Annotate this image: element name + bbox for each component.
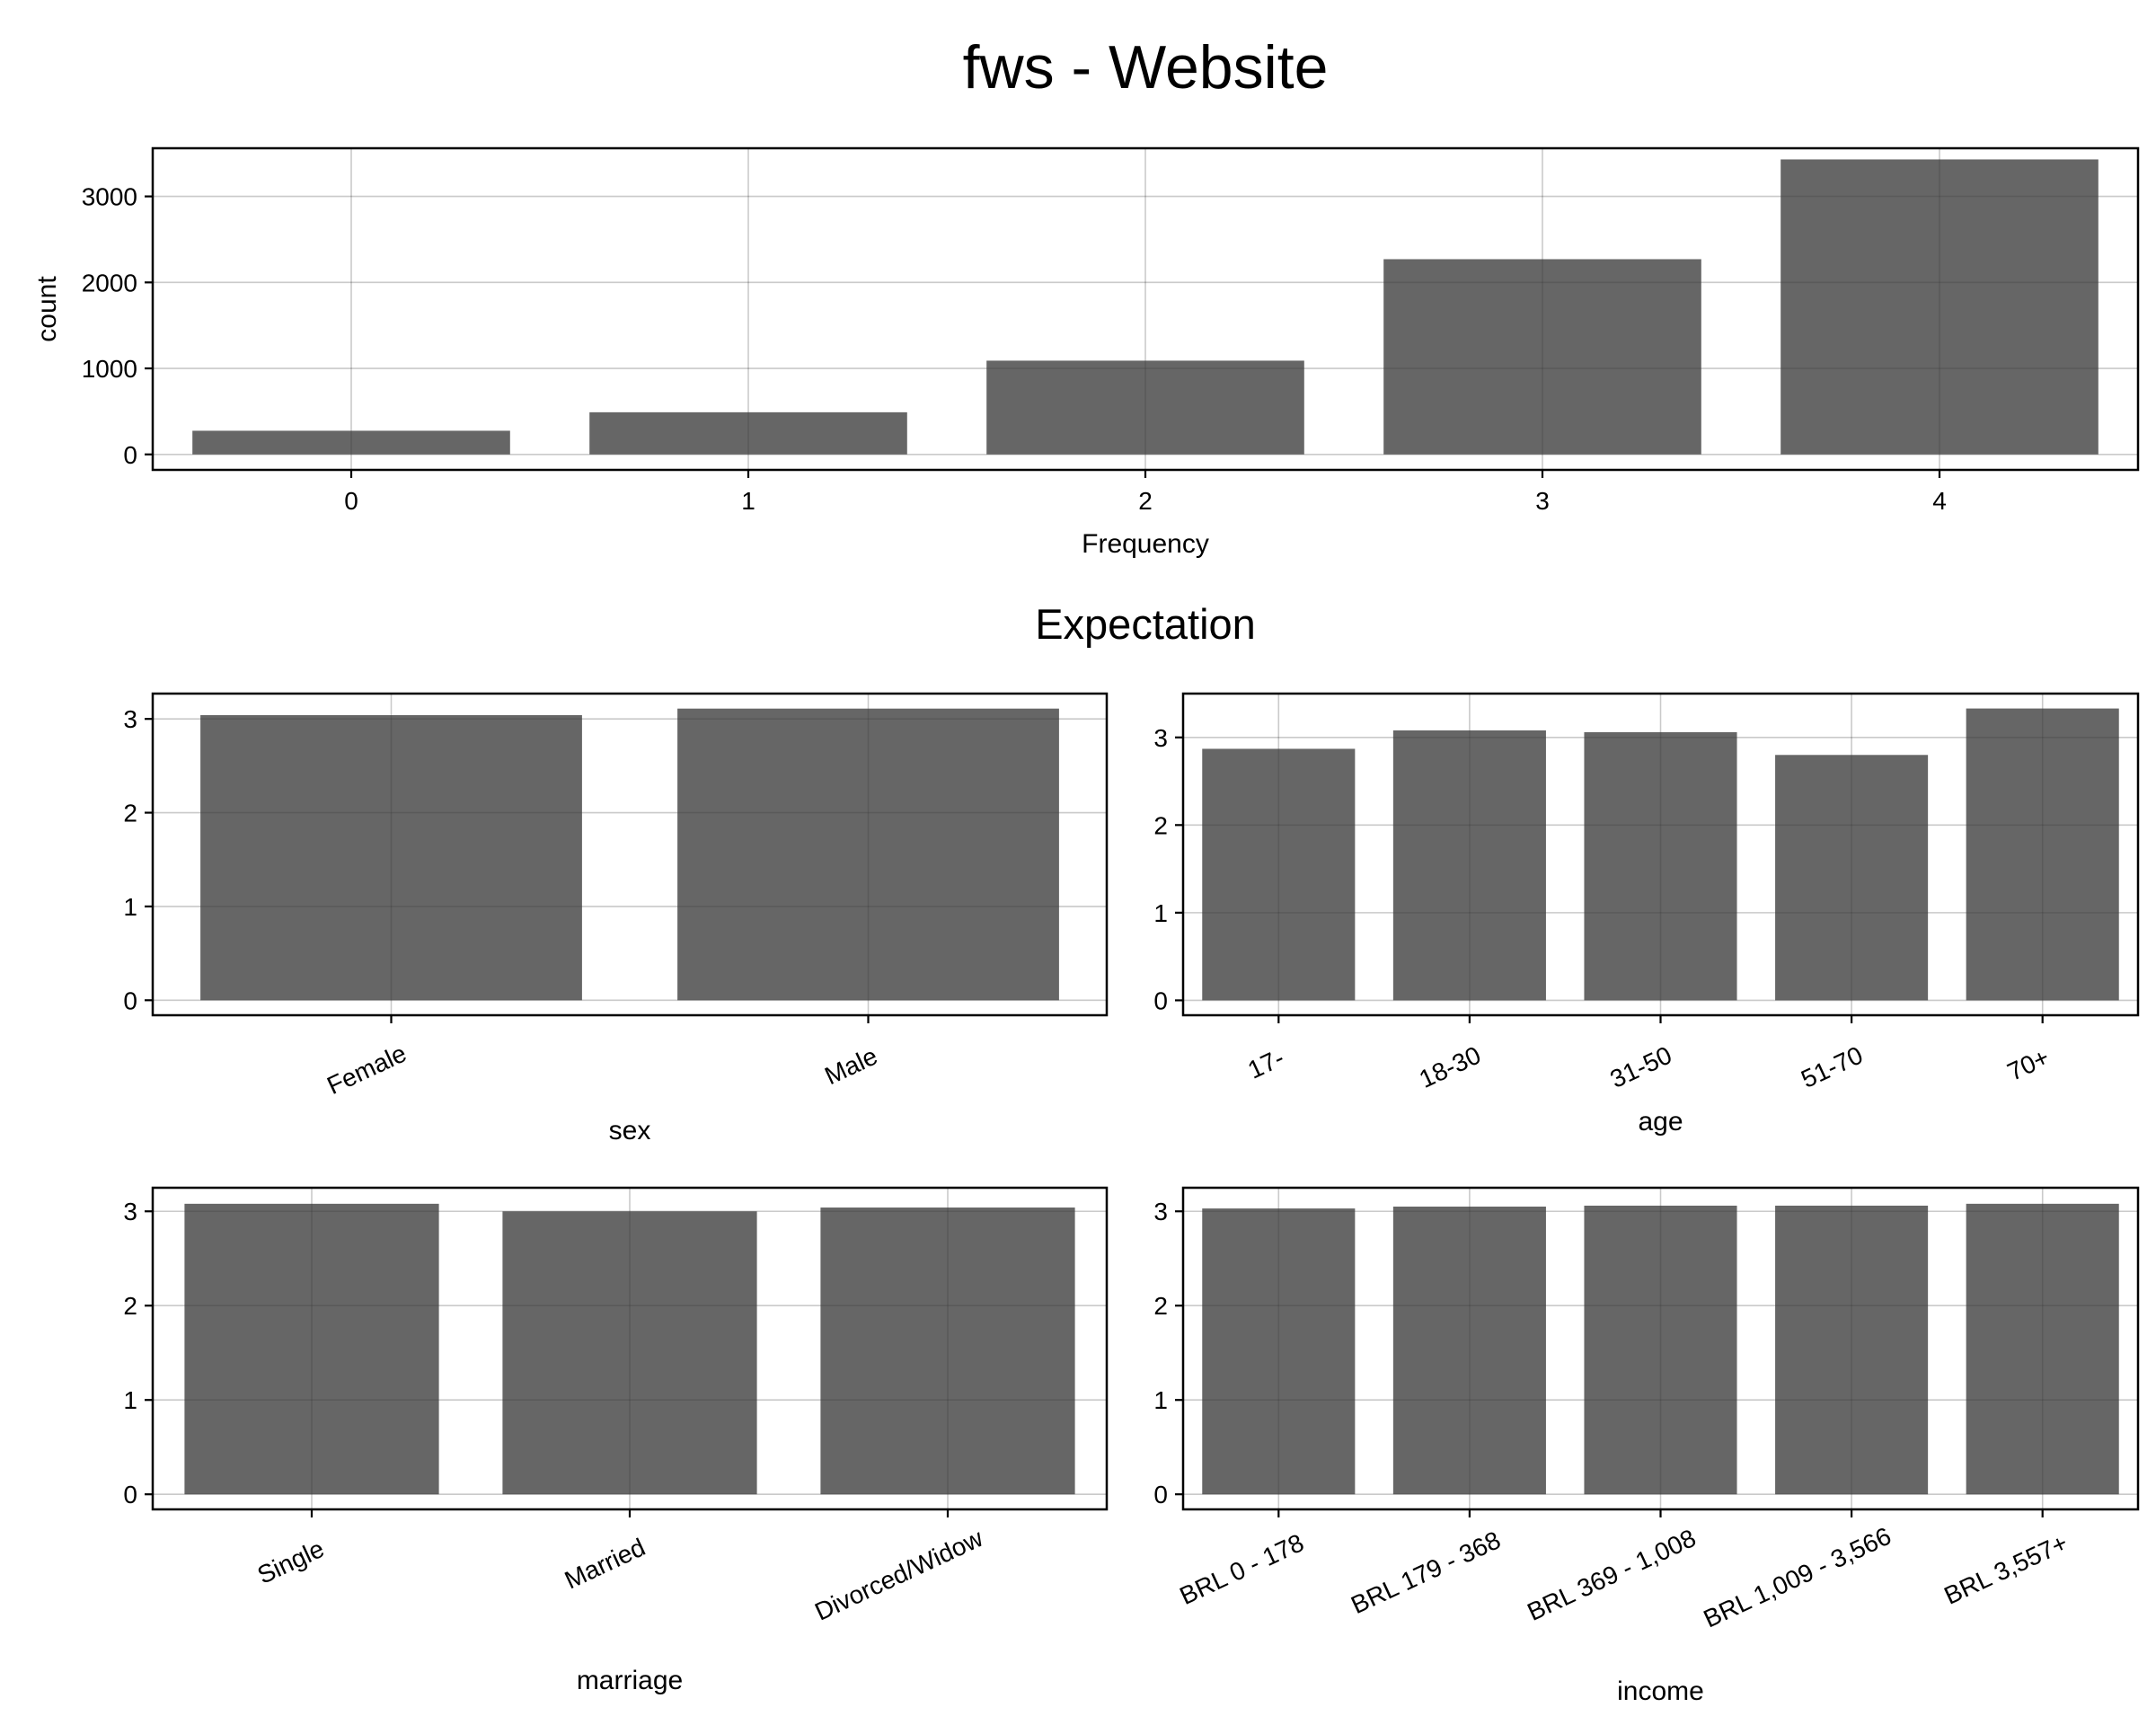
y-tick-label: 3 [123,705,137,733]
y-tick-label: 0 [123,1481,137,1508]
x-axis-label: sex [609,1116,651,1146]
plot-frame-sex [151,692,1109,1017]
bar-age-1 [1392,730,1546,1001]
y-tick-label: 0 [123,986,137,1014]
figure-title: fws - Website [963,33,1329,102]
bar-sex-1 [677,708,1059,1001]
bar-income-3 [1775,1205,1929,1495]
y-tick-label: 1 [1153,899,1168,927]
x-tick-label: 4 [1932,487,1947,515]
y-tick-label: 2 [123,1292,137,1320]
x-axis-label: income [1617,1676,1704,1706]
y-tick-label: 2 [1153,1292,1168,1320]
y-tick-label: 0 [123,441,137,469]
bar-frequency-3 [1383,259,1701,455]
y-tick-label: 3 [1153,1198,1168,1225]
y-tick-label: 2 [1153,811,1168,839]
bar-income-0 [1202,1208,1356,1495]
bar-income-2 [1584,1205,1737,1495]
bar-frequency-2 [986,360,1304,455]
bar-frequency-4 [1780,159,2099,455]
y-tick-label: 2000 [82,269,137,296]
bar-income-1 [1392,1206,1546,1495]
y-tick-label: 3000 [82,183,137,211]
figure-subtitle: Expectation [1035,600,1256,648]
y-tick-label: 3 [1153,724,1168,752]
y-tick-label: 0 [1153,1481,1168,1508]
bar-marriage-1 [502,1211,757,1495]
x-tick-label: 2 [1138,487,1153,515]
x-axis-label: age [1638,1107,1683,1137]
y-tick-label: 1 [123,893,137,921]
y-tick-label: 3 [123,1198,137,1225]
y-tick-label: 1 [123,1386,137,1414]
x-axis-label: Frequency [1082,529,1209,559]
bar-age-2 [1584,731,1737,1001]
y-axis-label: count [32,276,62,342]
bar-age-0 [1202,748,1356,1001]
y-tick-label: 2 [123,800,137,827]
bar-income-4 [1966,1203,2119,1495]
y-tick-label: 0 [1153,986,1168,1014]
bar-age-4 [1966,708,2119,1001]
x-tick-label: 1 [741,487,755,515]
bar-sex-0 [200,715,582,1001]
bar-frequency-0 [192,430,510,455]
bar-frequency-1 [589,411,907,455]
x-tick-label: 0 [344,487,358,515]
panel-frequency: 0 1000 2000 3000 0 1 2 3 4 Frequency count [32,146,2140,559]
y-tick-label: 1000 [82,355,137,383]
bar-marriage-0 [184,1203,439,1495]
bar-marriage-2 [820,1208,1075,1495]
x-axis-label: marriage [577,1666,683,1695]
y-tick-label: 1 [1153,1386,1168,1414]
x-tick-label: 3 [1535,487,1550,515]
bar-age-3 [1775,755,1929,1001]
